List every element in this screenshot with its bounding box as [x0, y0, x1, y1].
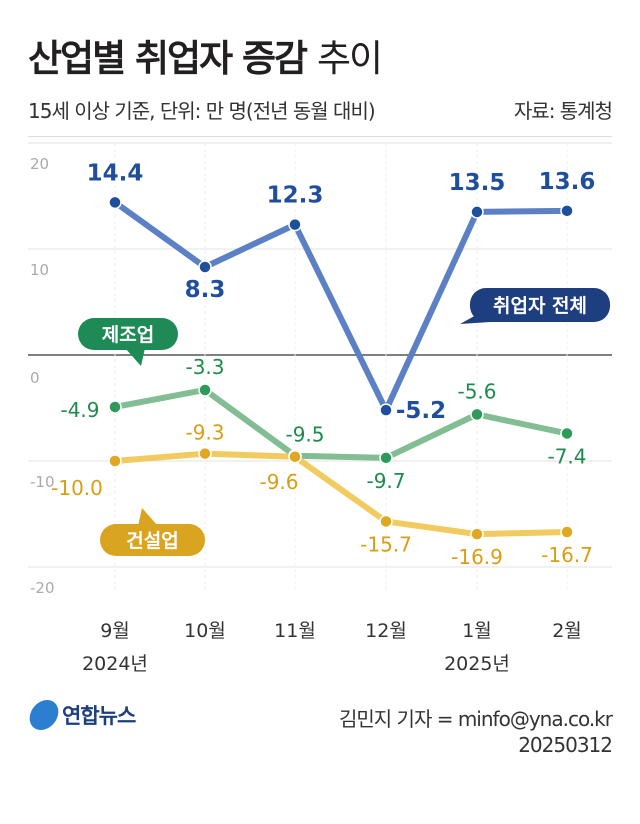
data-label: -5.6: [457, 379, 496, 403]
logo-icon: [26, 700, 62, 730]
x-tick-label: 2월: [552, 620, 582, 642]
data-point: [108, 195, 122, 210]
data-label: -10.0: [51, 476, 103, 500]
y-tick-label: 0: [30, 369, 40, 387]
data-label: -16.7: [541, 543, 593, 567]
reporter-credit: 김민지 기자 = minfo@yna.co.kr: [339, 707, 613, 731]
tag-pointer: [125, 348, 145, 366]
data-label: 14.4: [87, 160, 144, 186]
subtitle: 15세 이상 기준, 단위: 만 명(전년 동월 대비): [28, 99, 376, 123]
data-point: [470, 407, 484, 422]
data-point: [108, 400, 122, 414]
data-point: [470, 527, 484, 541]
series-line-0: [113, 199, 568, 414]
data-label: 13.6: [539, 169, 596, 195]
y-tick-label: 20: [30, 155, 49, 173]
title-light: 추이: [316, 37, 383, 80]
x-tick-label: 10월: [184, 620, 226, 642]
legend-tag-1: [78, 318, 178, 350]
data-point: [379, 451, 393, 465]
year-label: 2024년: [82, 653, 148, 675]
data-point: [108, 454, 122, 468]
x-tick-label: 11월: [274, 620, 316, 642]
x-tick-label: 12월: [365, 620, 407, 642]
page-title: 산업별 취업자 증감 추이: [28, 37, 383, 80]
yonhap-logo: 연합뉴스: [26, 700, 136, 730]
y-tick-label: 10: [30, 261, 49, 279]
source: 자료: 통계청: [513, 99, 613, 123]
series-line-1: [114, 386, 568, 461]
data-label: -9.3: [185, 421, 224, 445]
data-label: -4.9: [60, 398, 99, 422]
series-line-2: [114, 450, 568, 538]
data-label: 8.3: [185, 277, 226, 303]
data-point: [288, 450, 302, 464]
legend-label: 제조업: [102, 324, 154, 346]
legend-tag-0: [470, 288, 610, 322]
legend-label: 취업자 전체: [493, 295, 587, 317]
data-label: 12.3: [267, 183, 324, 209]
data-label: -3.3: [185, 355, 224, 379]
data-point: [198, 260, 212, 274]
data-point: [288, 217, 302, 232]
data-label: -7.4: [547, 444, 586, 468]
data-label: -5.2: [396, 398, 446, 424]
data-label: -16.9: [451, 545, 503, 569]
data-point: [198, 446, 212, 461]
line-chart: 20 10 0 -10 -20 9월 10월 11월 12월 1월 2월 2024년 2025년 14.4…: [28, 142, 612, 675]
data-point: [560, 204, 574, 218]
data-label: -15.7: [360, 532, 412, 556]
data-point: [560, 525, 574, 539]
date-stamp: 20250312: [518, 733, 613, 757]
legend-tag-2: [100, 524, 205, 556]
legend-label: 건설업: [126, 530, 178, 552]
tag-pointer: [138, 508, 158, 526]
data-point: [560, 426, 574, 441]
data-point: [470, 205, 484, 219]
tag-pointer: [460, 314, 490, 324]
data-label: -9.6: [259, 470, 298, 494]
data-point: [379, 514, 393, 529]
data-label: 13.5: [449, 170, 506, 196]
data-label: -9.7: [366, 469, 405, 493]
data-point: [198, 383, 212, 397]
data-label: -9.5: [285, 423, 324, 447]
divider: [28, 136, 612, 137]
y-tick-label: -10: [30, 473, 55, 491]
year-label: 2025년: [444, 653, 510, 675]
y-tick-label: -20: [30, 579, 55, 597]
data-point: [379, 403, 393, 417]
x-tick-label: 9월: [100, 620, 130, 642]
credit: 김민지 기자 = minfo@yna.co.kr 20250312: [339, 706, 613, 758]
x-tick-label: 1월: [462, 620, 492, 642]
